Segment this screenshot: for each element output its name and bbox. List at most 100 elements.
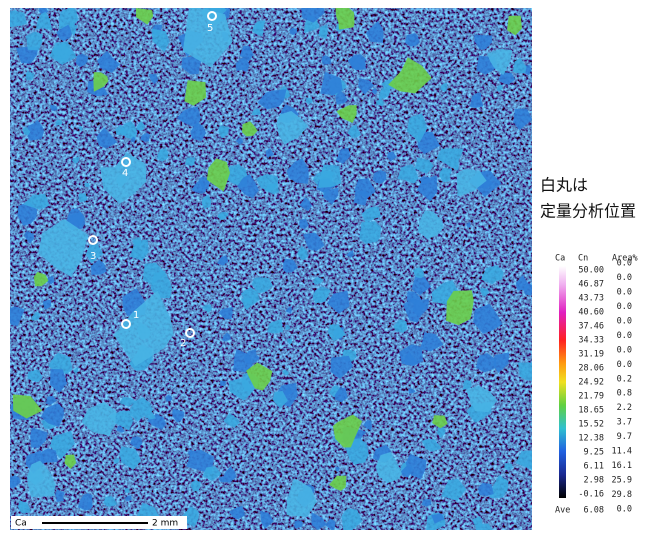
area-value: 0.0 bbox=[617, 331, 632, 341]
area-value: 11.4 bbox=[612, 447, 632, 457]
scale-length: 2 mm bbox=[152, 519, 178, 529]
grain bbox=[132, 237, 142, 246]
grain bbox=[242, 121, 258, 137]
area-value: 0.0 bbox=[617, 505, 632, 515]
grain bbox=[320, 71, 343, 96]
grain bbox=[223, 413, 241, 428]
grain bbox=[56, 24, 72, 42]
grain bbox=[313, 277, 324, 285]
grain bbox=[64, 454, 77, 469]
area-value: 0.0 bbox=[617, 273, 632, 283]
area-value: 0.0 bbox=[617, 345, 632, 355]
level-label: 12.38 bbox=[578, 434, 604, 444]
grain bbox=[190, 122, 206, 142]
grain bbox=[335, 466, 340, 472]
grain bbox=[50, 430, 75, 460]
grain bbox=[489, 475, 509, 499]
grain bbox=[237, 174, 259, 199]
grain bbox=[115, 125, 128, 136]
grain bbox=[103, 495, 118, 507]
grain bbox=[336, 105, 357, 123]
grain bbox=[325, 518, 336, 530]
grain bbox=[321, 55, 332, 65]
grain bbox=[359, 221, 382, 244]
grain bbox=[136, 121, 146, 131]
grain bbox=[201, 194, 212, 209]
grain bbox=[432, 415, 448, 429]
grain bbox=[39, 8, 49, 16]
area-value: 3.7 bbox=[617, 418, 632, 428]
area-value: 16.1 bbox=[612, 461, 632, 471]
grain bbox=[327, 290, 350, 314]
scale-bar: Ca 2 mm bbox=[11, 516, 187, 529]
point-label: 2 bbox=[180, 338, 186, 349]
point-label: 5 bbox=[207, 23, 213, 34]
grain bbox=[71, 156, 80, 164]
grain bbox=[136, 8, 154, 25]
annotation: 定量分析位置 bbox=[540, 202, 636, 221]
grain bbox=[327, 324, 347, 341]
area-value: 9.7 bbox=[617, 432, 632, 442]
element-map bbox=[10, 8, 532, 530]
grain bbox=[407, 113, 428, 143]
grain bbox=[294, 520, 303, 529]
grain bbox=[140, 132, 151, 142]
grain bbox=[119, 396, 137, 407]
grain bbox=[473, 92, 482, 100]
grain bbox=[40, 403, 65, 427]
grain bbox=[206, 158, 230, 192]
grain bbox=[217, 255, 229, 266]
grain bbox=[10, 10, 28, 28]
grain bbox=[240, 287, 260, 306]
grain bbox=[265, 148, 275, 159]
grain bbox=[387, 151, 397, 162]
grain bbox=[218, 125, 230, 139]
level-label: 31.19 bbox=[578, 350, 604, 360]
grain bbox=[142, 262, 166, 286]
grain bbox=[172, 408, 184, 423]
grain bbox=[90, 259, 107, 275]
grain bbox=[335, 90, 348, 105]
grain bbox=[85, 242, 104, 264]
grain bbox=[493, 352, 510, 373]
grain bbox=[190, 480, 201, 492]
legend-header: Ca bbox=[555, 254, 565, 264]
grain bbox=[334, 387, 348, 403]
grain bbox=[472, 516, 483, 528]
grain bbox=[228, 377, 254, 401]
analysis-point bbox=[207, 11, 217, 21]
grain bbox=[303, 232, 325, 252]
grain bbox=[473, 303, 503, 334]
grain bbox=[311, 512, 327, 530]
grain bbox=[78, 493, 93, 511]
grain bbox=[416, 175, 438, 202]
level-label: 37.46 bbox=[578, 322, 604, 332]
scale-element: Ca bbox=[15, 519, 27, 529]
grain bbox=[184, 80, 207, 106]
grain bbox=[318, 164, 342, 188]
grain bbox=[375, 452, 402, 484]
grain bbox=[475, 353, 497, 373]
level-label: 40.60 bbox=[578, 308, 604, 318]
grain bbox=[260, 510, 274, 529]
grain bbox=[346, 250, 354, 258]
grain bbox=[30, 427, 48, 448]
grain bbox=[27, 369, 43, 382]
level-label: 9.25 bbox=[584, 448, 604, 458]
grain bbox=[252, 108, 262, 116]
level-label: 21.79 bbox=[578, 392, 604, 402]
grain bbox=[361, 206, 381, 224]
grain bbox=[84, 182, 90, 188]
grain bbox=[388, 57, 432, 94]
grain bbox=[165, 394, 173, 402]
grain bbox=[299, 218, 309, 230]
grain bbox=[50, 368, 67, 394]
grain bbox=[286, 158, 309, 184]
grain bbox=[301, 8, 325, 23]
grain bbox=[148, 74, 159, 85]
grain bbox=[48, 352, 73, 375]
level-label: 18.65 bbox=[578, 406, 604, 416]
legend-header: Area% bbox=[612, 254, 638, 264]
grain bbox=[378, 87, 391, 100]
